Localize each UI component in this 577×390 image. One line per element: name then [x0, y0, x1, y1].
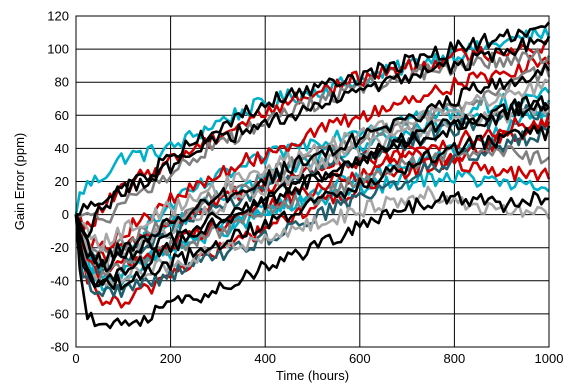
- x-tick-label: 800: [444, 351, 466, 366]
- y-tick-label: 80: [55, 75, 69, 90]
- x-tick-label: 400: [254, 351, 276, 366]
- x-tick-labels: 0 200 400 600 800 1000: [72, 351, 563, 366]
- y-tick-label: 0: [62, 207, 69, 222]
- x-axis-title: Time (hours): [276, 368, 349, 383]
- y-tick-label: -20: [50, 240, 69, 255]
- x-tick-label: 0: [72, 351, 79, 366]
- y-tick-label: 100: [47, 42, 69, 57]
- series-line-24: [74, 95, 551, 273]
- y-tick-label: 120: [47, 9, 69, 24]
- series-line-19: [74, 190, 550, 330]
- y-tick-label: 20: [55, 174, 69, 189]
- y-axis-title: Gain Error (ppm): [12, 133, 27, 231]
- y-tick-label: -40: [50, 273, 69, 288]
- series-line-25: [74, 124, 551, 291]
- series-line-7: [74, 118, 551, 309]
- y-tick-label: 60: [55, 108, 69, 123]
- series-layer: [74, 21, 551, 330]
- series-line-23: [74, 62, 551, 268]
- x-tick-label: 1000: [535, 351, 564, 366]
- series-line-18: [74, 78, 550, 252]
- y-tick-labels: -80 -60 -40 -20 0 20 40 60 80 100 120: [47, 9, 69, 355]
- x-tick-label: 200: [160, 351, 182, 366]
- series-line-21: [74, 21, 551, 239]
- y-tick-label: -80: [50, 340, 69, 355]
- series-line-17: [74, 102, 551, 270]
- x-tick-label: 600: [349, 351, 371, 366]
- y-tick-label: -60: [50, 306, 69, 321]
- y-tick-label: 40: [55, 141, 69, 156]
- plot-frame: [75, 15, 550, 348]
- series-line-22: [75, 36, 551, 216]
